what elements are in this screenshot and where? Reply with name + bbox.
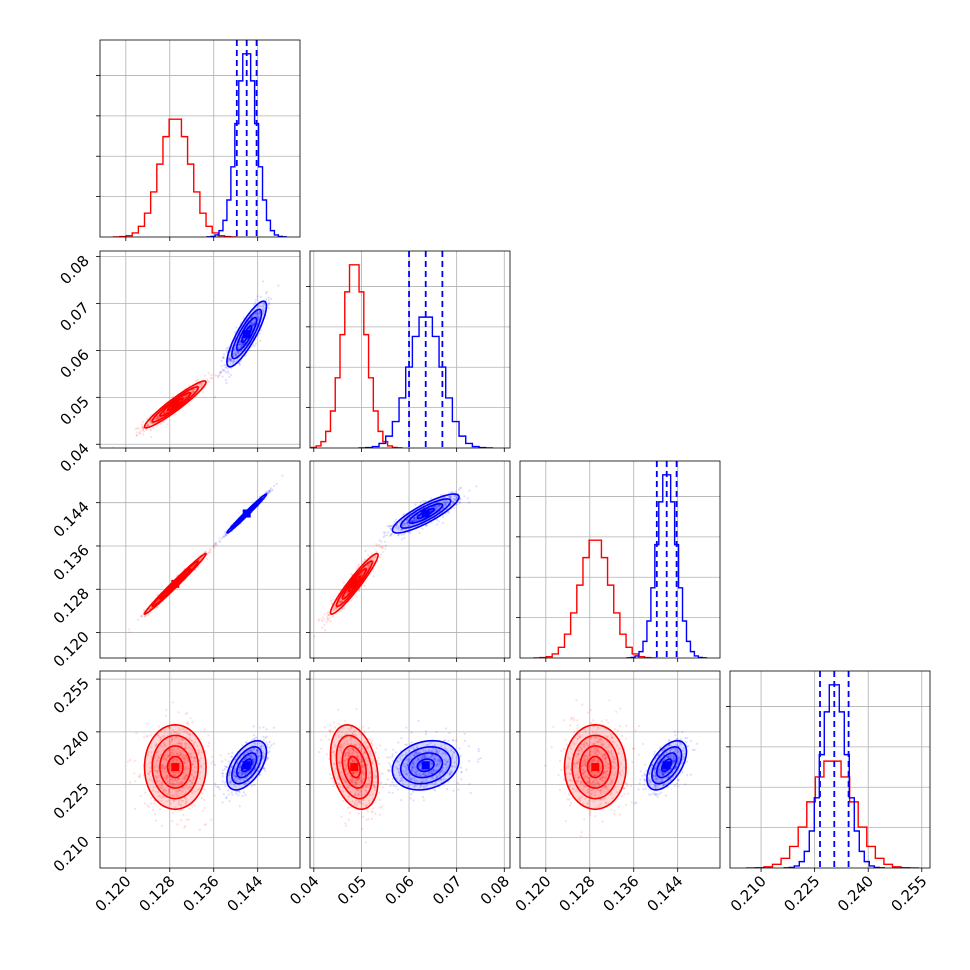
y-tick-label: 0.255 <box>50 674 93 717</box>
x-tick-label: 0.225 <box>780 872 823 915</box>
x-tick-label: 0.136 <box>599 872 642 915</box>
density-peak <box>350 763 359 772</box>
axes-frame <box>99 670 301 869</box>
axes-frame <box>99 39 301 238</box>
x-tick-label: 0.04 <box>286 872 322 908</box>
axes-frame <box>519 670 721 869</box>
density-peak <box>662 761 671 770</box>
density-peak <box>171 400 180 409</box>
panel-3-1: 0.04 0.05 0.06 0.07 0.08 <box>286 670 513 908</box>
density-peak <box>591 763 600 772</box>
axes-frame <box>309 250 511 449</box>
panel-3-0: 0.120 0.128 0.136 0.144 0.210 0.225 0.240 0.255 <box>50 670 301 915</box>
x-tick-label: 0.144 <box>643 872 686 915</box>
x-tick-label: 0.120 <box>92 872 135 915</box>
density-peak <box>242 761 251 770</box>
y-tick-label: 0.120 <box>50 628 93 671</box>
y-tick-label: 0.128 <box>50 584 93 627</box>
panel-3-2: 0.120 0.128 0.136 0.144 <box>512 670 721 915</box>
x-tick-label: 0.08 <box>477 872 513 908</box>
y-tick-label: 0.07 <box>56 299 92 335</box>
histogram-series <box>746 760 919 868</box>
histogram-series <box>310 264 403 448</box>
x-tick-label: 0.120 <box>512 872 555 915</box>
histogram-series <box>358 316 494 448</box>
panel-1-1 <box>306 250 511 452</box>
y-tick-label: 0.144 <box>50 498 93 541</box>
y-tick-label: 0.240 <box>50 727 93 770</box>
density-peak <box>171 763 180 772</box>
x-tick-label: 0.144 <box>223 872 266 915</box>
axes-frame <box>519 460 721 659</box>
histogram-series <box>113 118 238 237</box>
density-peak <box>421 509 430 518</box>
x-tick-label: 0.128 <box>556 872 599 915</box>
axes-frame <box>99 460 301 659</box>
y-tick-label: 0.05 <box>56 392 92 428</box>
x-tick-label: 0.05 <box>334 872 370 908</box>
y-tick-label: 0.06 <box>56 346 92 382</box>
y-tick-label: 0.136 <box>50 541 93 584</box>
density-peak <box>421 761 430 770</box>
x-tick-label: 0.07 <box>429 872 465 908</box>
y-tick-label: 0.225 <box>50 780 93 823</box>
panel-2-2 <box>516 460 721 662</box>
density-peak <box>350 579 359 588</box>
axes-frame <box>99 250 301 449</box>
x-tick-label: 0.136 <box>179 872 222 915</box>
axes-frame <box>309 670 511 869</box>
axes-frame <box>729 670 931 869</box>
y-tick-label: 0.08 <box>56 252 92 288</box>
density-peak <box>242 330 251 339</box>
density-peak <box>242 509 251 518</box>
axes-frame <box>309 460 511 659</box>
density-peak <box>171 579 180 588</box>
y-tick-label: 0.04 <box>56 439 92 475</box>
panel-3-3: 0.210 0.225 0.240 0.255 <box>726 670 931 915</box>
x-tick-label: 0.210 <box>727 872 770 915</box>
histogram-series <box>533 539 658 658</box>
x-tick-label: 0.240 <box>834 872 877 915</box>
panel-2-1 <box>306 460 511 662</box>
panel-1-0: 0.04 0.05 0.06 0.07 0.08 <box>56 250 301 476</box>
x-tick-label: 0.06 <box>382 872 418 908</box>
y-tick-label: 0.210 <box>50 832 93 875</box>
x-tick-label: 0.128 <box>136 872 179 915</box>
panel-0-0 <box>96 39 301 241</box>
x-tick-label: 0.255 <box>888 872 931 915</box>
